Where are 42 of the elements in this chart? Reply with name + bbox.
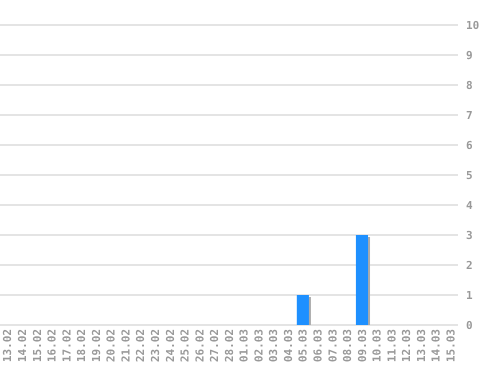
x-tick-label: 27.02 bbox=[208, 329, 222, 362]
x-tick-label: 18.02 bbox=[75, 329, 88, 362]
y-tick-label: 7 bbox=[466, 108, 473, 122]
y-tick-label: 4 bbox=[466, 198, 473, 212]
x-tick-label: 21.02 bbox=[119, 329, 132, 362]
x-tick-label: 20.02 bbox=[104, 329, 118, 362]
y-tick-label: 10 bbox=[466, 18, 480, 32]
x-tick-label: 22.02 bbox=[134, 329, 148, 362]
x-tick-label: 19.02 bbox=[90, 329, 103, 362]
x-tick-label: 23.02 bbox=[148, 329, 162, 362]
x-tick-label: 28.02 bbox=[222, 329, 236, 362]
x-tick-label: 14.03 bbox=[430, 329, 443, 362]
x-tick-label: 26.02 bbox=[193, 329, 206, 362]
y-tick-label: 2 bbox=[466, 258, 473, 272]
x-tick-label: 16.02 bbox=[46, 329, 59, 362]
x-tick-label: 12.03 bbox=[400, 329, 414, 362]
x-tick-label: 08.03 bbox=[341, 329, 354, 362]
x-tick-label: 13.02 bbox=[1, 329, 14, 362]
x-tick-label: 03.03 bbox=[267, 329, 280, 362]
y-tick-label: 5 bbox=[466, 168, 473, 182]
y-tick-label: 3 bbox=[466, 228, 473, 242]
x-tick-label: 05.03 bbox=[296, 329, 310, 362]
x-tick-label: 15.03 bbox=[444, 329, 458, 362]
y-tick-label: 6 bbox=[466, 138, 473, 152]
x-tick-label: 25.02 bbox=[178, 329, 192, 362]
y-tick-label: 1 bbox=[466, 288, 473, 302]
x-tick-label: 04.03 bbox=[282, 329, 295, 362]
y-tick-label: 0 bbox=[466, 318, 473, 332]
x-tick-label: 02.03 bbox=[252, 329, 266, 362]
x-tick-label: 10.03 bbox=[370, 329, 384, 362]
y-tick-label: 9 bbox=[466, 48, 473, 62]
x-tick-label: 09.03 bbox=[356, 329, 369, 362]
x-tick-label: 14.02 bbox=[16, 329, 30, 362]
x-tick-label: 15.02 bbox=[30, 329, 44, 362]
x-tick-label: 11.03 bbox=[385, 329, 398, 362]
x-tick-label: 13.03 bbox=[414, 329, 428, 362]
x-tick-label: 01.03 bbox=[238, 329, 251, 362]
x-tick-label: 07.03 bbox=[326, 329, 340, 362]
x-tick-label: 06.03 bbox=[311, 329, 324, 362]
x-tick-label: 24.02 bbox=[164, 329, 177, 362]
x-tick-label: 17.02 bbox=[60, 329, 74, 362]
y-tick-label: 8 bbox=[466, 78, 473, 92]
